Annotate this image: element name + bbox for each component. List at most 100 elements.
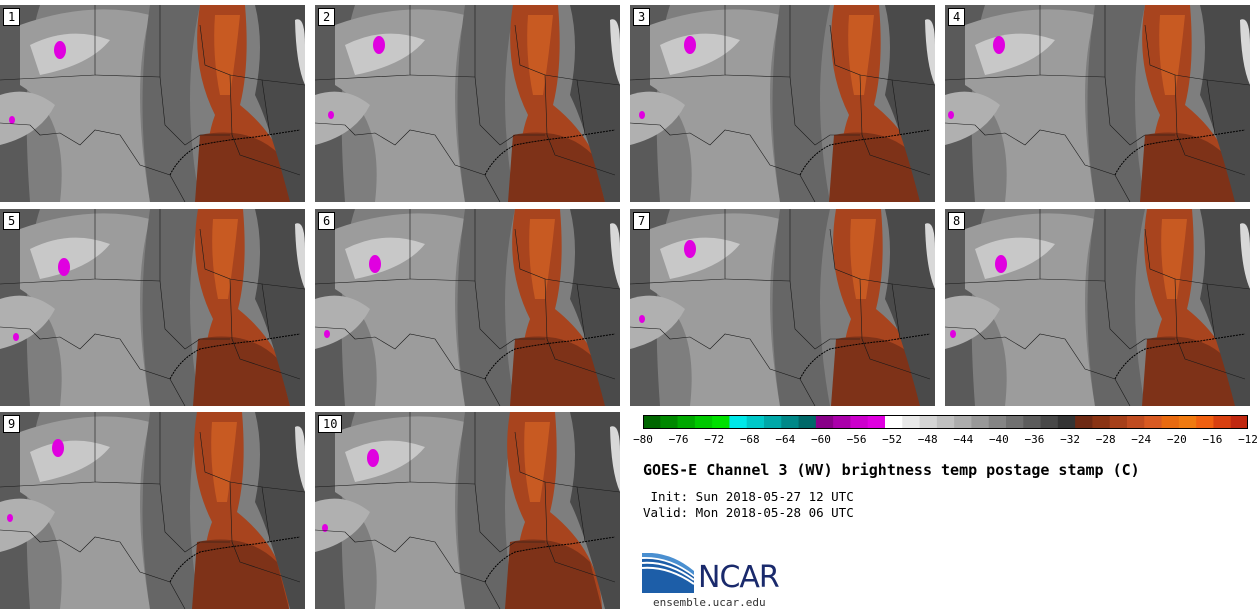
magenta-cell	[369, 255, 381, 273]
colorbar-swatch	[1040, 415, 1059, 429]
ncar-logo-icon	[642, 553, 694, 593]
panel-label: 1	[3, 8, 21, 26]
colorbar-swatch	[1057, 415, 1076, 429]
panel-4: 4	[945, 5, 1250, 202]
coastline	[484, 536, 616, 583]
state-borders	[315, 209, 620, 406]
panel-3: 3	[630, 5, 935, 202]
coastline	[799, 129, 931, 176]
colorbar-tick-label: −28	[1095, 433, 1116, 446]
east-bright-edge	[1240, 19, 1250, 85]
bright-cloud	[30, 440, 110, 482]
magenta-cell-small	[639, 315, 645, 323]
panel-label: 4	[948, 8, 966, 26]
east-bright-edge	[295, 426, 305, 492]
east-bright-edge	[610, 19, 620, 85]
coastline	[1114, 333, 1246, 380]
colorbar-tick-label: −44	[953, 433, 974, 446]
panel-label: 5	[3, 212, 21, 230]
panel-6: 6	[315, 209, 620, 406]
colorbar-swatch	[867, 415, 886, 429]
gray-band	[1087, 209, 1145, 406]
colorbar-swatch	[1196, 415, 1215, 429]
colorbar-swatch	[746, 415, 765, 429]
coastline	[169, 129, 301, 176]
east-dark	[885, 5, 935, 202]
panel-1: 1	[0, 5, 305, 202]
wv-map-5	[0, 209, 305, 406]
dry-slot-core	[212, 219, 238, 299]
dry-slot-core	[214, 15, 240, 95]
dry-slot-south	[829, 132, 926, 202]
ncar-logo-text: NCAR	[698, 560, 780, 595]
dry-slot-south	[508, 132, 605, 202]
colorbar-tick-label: −40	[988, 433, 1009, 446]
colorbar-swatch	[643, 415, 661, 429]
east-dark	[570, 412, 620, 609]
colorbar-tick-label: −16	[1202, 433, 1223, 446]
colorbar-swatch	[1230, 415, 1248, 429]
bright-cloud-sw	[945, 91, 1000, 145]
magenta-cell-small	[328, 111, 334, 119]
coastline	[169, 333, 301, 380]
wv-map-8	[945, 209, 1250, 406]
east-bright-edge	[610, 426, 620, 492]
wv-map-10	[315, 412, 620, 609]
colorbar-tick-label: −12	[1238, 433, 1258, 446]
state-borders	[0, 412, 305, 609]
colorbar-tick-label: −64	[775, 433, 796, 446]
panel-10: 10	[315, 412, 620, 609]
east-bright-edge	[1240, 223, 1250, 289]
east-dark	[885, 209, 935, 406]
colorbar-tick-label: −52	[882, 433, 903, 446]
gray-band	[457, 412, 515, 609]
colorbar-swatch	[1092, 415, 1111, 429]
east-bright-edge	[925, 19, 935, 85]
colorbar-swatch	[764, 415, 782, 429]
panel-label: 10	[318, 415, 343, 433]
east-bright-edge	[295, 223, 305, 289]
wv-map-9	[0, 412, 305, 609]
east-bright-edge	[925, 223, 935, 289]
state-borders	[315, 5, 620, 202]
bright-cloud	[345, 440, 425, 482]
east-dark	[570, 5, 620, 202]
panel-7: 7	[630, 209, 935, 406]
magenta-cell-small	[639, 111, 645, 119]
state-borders	[945, 5, 1250, 202]
magenta-cell	[367, 449, 379, 467]
colorbar-tick-label: −72	[704, 433, 725, 446]
colorbar-swatch	[1161, 415, 1180, 429]
magenta-cell-small	[948, 111, 954, 119]
dry-slot-core	[850, 219, 876, 299]
bright-cloud-sw	[630, 295, 685, 349]
gray-band	[457, 209, 515, 406]
dry-slot-core	[529, 219, 555, 299]
gray-band	[1087, 5, 1145, 202]
colorbar-swatch	[1023, 415, 1042, 429]
dry-slot-core	[1159, 15, 1185, 95]
panel-label: 6	[318, 212, 336, 230]
panel-label: 7	[633, 212, 651, 230]
east-dark	[255, 5, 305, 202]
dry-slot-south	[193, 336, 290, 406]
colorbar-tick-label: −36	[1024, 433, 1045, 446]
gray-band	[142, 412, 200, 609]
wv-map-1	[0, 5, 305, 202]
bright-cloud	[30, 237, 110, 279]
magenta-cell	[684, 240, 696, 258]
valid-time: Valid: Mon 2018-05-28 06 UTC	[643, 505, 854, 520]
colorbar-swatch	[919, 415, 938, 429]
colorbar-swatch	[798, 415, 817, 429]
colorbar-swatch	[1075, 415, 1094, 429]
colorbar-swatch	[677, 415, 696, 429]
dry-slot-south	[192, 539, 289, 609]
bright-cloud-sw	[315, 498, 370, 552]
dry-slot-south	[1140, 132, 1237, 202]
magenta-cell-small	[322, 524, 328, 532]
dry-slot-core	[527, 15, 553, 95]
init-time: Init: Sun 2018-05-27 12 UTC	[643, 489, 854, 504]
east-dark	[255, 209, 305, 406]
magenta-cell-small	[9, 116, 15, 124]
dry-slot-south	[505, 539, 602, 609]
